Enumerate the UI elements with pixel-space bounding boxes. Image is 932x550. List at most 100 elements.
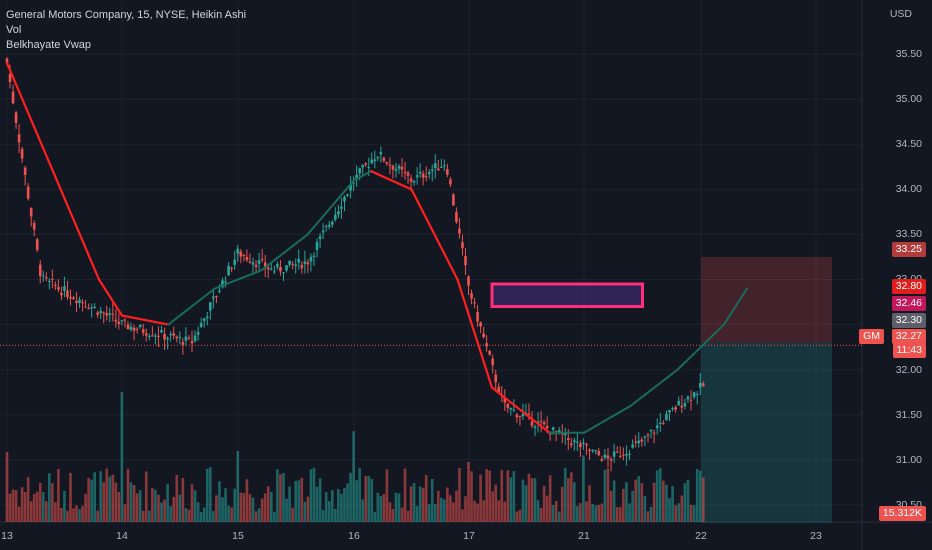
candle-body [90,307,93,309]
time-tick-label: 16 [348,530,360,542]
volume-bar [8,493,12,522]
candle-body [144,333,148,336]
indicator-volume[interactable]: Vol [6,24,22,36]
candle-body [452,194,455,206]
volume-bar [355,480,358,522]
candle-body [509,407,513,410]
volume-bar [218,481,221,522]
candle-body [563,432,567,436]
candle-body [63,286,66,291]
candle-body [105,313,109,316]
candle-body [557,430,561,433]
candle-body [57,287,60,290]
candle-body [373,159,377,161]
volume-bar [175,474,179,522]
volume-bar [364,476,368,522]
volume-bar [597,504,601,522]
volume-tag: 15.312K [878,506,926,521]
stop-loss-zone [701,256,832,343]
volume-bar [239,492,243,522]
volume-bar [570,472,573,522]
candle-body [512,409,516,411]
candle-body [412,181,416,183]
candle-body [582,442,585,445]
candle-body [132,327,136,331]
volume-bar [585,501,588,522]
candle-body [263,262,267,268]
price-tick-label: 31.50 [895,408,922,421]
volume-bar [674,505,677,522]
vwap-segment [676,323,725,371]
countdown-tag: 11:43 [892,343,926,358]
candle-body [108,313,112,315]
volume-bar [181,478,185,522]
volume-bar [677,503,681,522]
volume-bar [321,510,325,522]
candle-body [297,258,301,263]
candle-body [625,453,628,456]
resistance-box[interactable] [490,282,644,309]
vwap-segment [97,278,124,317]
candle-body [698,382,702,388]
volume-bar [662,480,665,522]
candle-body [606,455,610,459]
volume-bar [315,486,319,522]
candle-body [424,176,428,178]
volume-bar [557,511,561,522]
candle-body [668,409,671,413]
candle-body [671,407,674,409]
candle-body [443,165,446,167]
candle-body [527,413,531,415]
candle-body [120,320,124,322]
volume-bar [279,474,282,522]
candle-body [689,399,693,401]
indicator-vwap[interactable]: Belkhayate Vwap [6,39,91,51]
volume-bar [497,500,501,522]
volume-bar [573,482,576,522]
candle-body [646,434,650,436]
candle-body [315,242,319,250]
volume-bar [337,489,340,522]
volume-bar [467,461,470,522]
volume-bar [382,494,386,522]
candle-body [205,316,209,319]
volume-bar [120,392,124,522]
volume-bar [327,501,331,522]
candle-body [324,225,328,227]
volume-bar [349,472,352,522]
volume-bar [172,496,176,522]
volume-bar [166,484,169,522]
volume-bar [306,496,310,522]
volume-bar [637,476,641,522]
symbol-title[interactable]: General Motors Company, 15, NYSE, Heikin… [6,9,247,21]
volume-bar [515,511,519,522]
volume-bar [545,495,549,522]
candle-body [309,256,313,262]
candle-body [78,299,81,303]
volume-bar [385,469,389,522]
candle-body [221,280,224,288]
volume-bar [334,508,337,522]
volume-bar [48,473,51,522]
candle-body [634,441,637,443]
volume-bar [102,482,106,522]
mid-price-tag: 32.46 [891,296,926,311]
candle-body [294,264,297,267]
resistance-rectangle [490,282,644,309]
volume-bar [652,482,656,522]
volume-bar [655,470,659,522]
vwap-segment [51,170,101,281]
candle-body [400,166,404,170]
candle-body [248,261,252,263]
volume-bar [273,511,276,522]
candle-body [330,221,334,225]
volume-bar [536,500,540,522]
candle-body [545,426,549,429]
candle-body [254,264,258,267]
candle-body [482,333,485,338]
volume-bar [440,497,443,522]
position-tool[interactable] [0,256,862,523]
volume-bar [242,493,246,522]
candle-body [494,374,498,383]
